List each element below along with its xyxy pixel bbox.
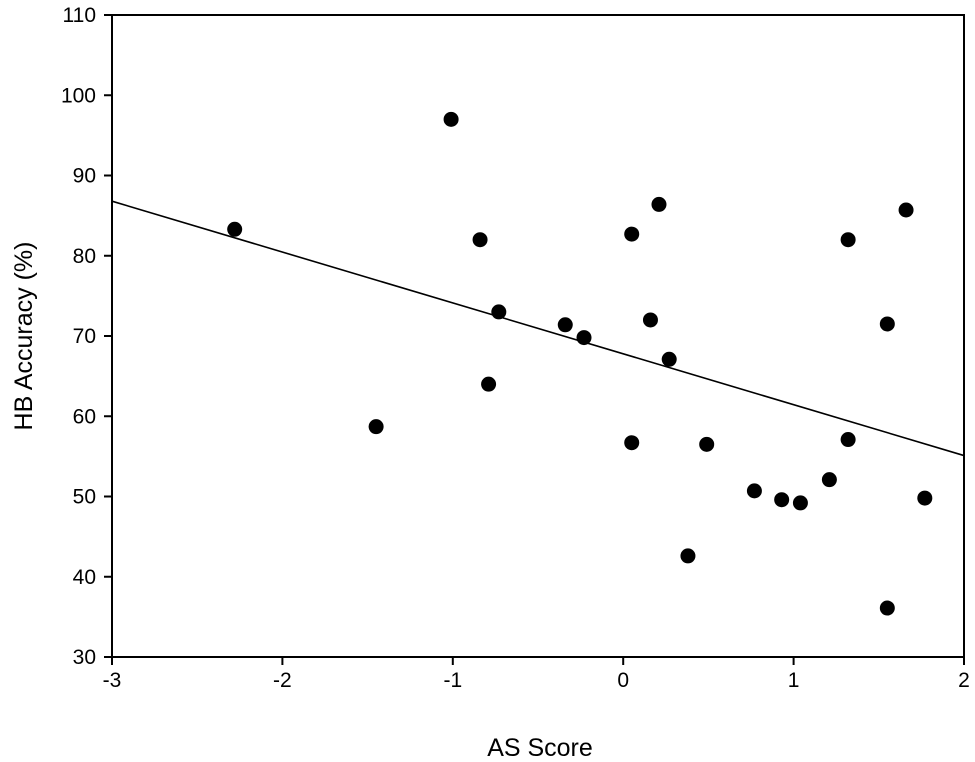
regression-line xyxy=(111,200,965,457)
x-axis-title: AS Score xyxy=(487,734,593,762)
y-tick-label: 110 xyxy=(63,4,96,27)
data-point xyxy=(576,330,592,346)
y-tick-label: 80 xyxy=(73,245,96,268)
y-axis: 30 40 50 60 70 80 90 100 110 xyxy=(61,4,112,669)
x-tick-label: 2 xyxy=(958,669,970,692)
plot-border xyxy=(111,14,965,658)
data-point xyxy=(624,226,640,242)
x-tick-label: 0 xyxy=(617,669,629,692)
data-point xyxy=(624,435,640,451)
x-tick-label: -3 xyxy=(103,669,122,692)
trendline-layer xyxy=(111,200,965,457)
data-point xyxy=(840,232,856,248)
data-points xyxy=(227,111,933,616)
y-tick-label: 30 xyxy=(73,646,96,669)
data-point xyxy=(481,376,497,392)
y-tick-label: 70 xyxy=(73,325,96,348)
data-point xyxy=(879,600,895,616)
data-point xyxy=(746,483,762,499)
data-point xyxy=(680,548,696,564)
data-point xyxy=(557,317,573,333)
data-point xyxy=(821,472,837,488)
y-tick-label: 90 xyxy=(73,165,96,188)
x-tick-label: 1 xyxy=(788,669,800,692)
x-tick-label: -2 xyxy=(273,669,292,692)
data-point xyxy=(472,232,488,248)
plot-frame xyxy=(111,14,965,658)
y-axis-title: HB Accuracy (%) xyxy=(10,242,38,431)
y-tick-label: 100 xyxy=(61,84,96,107)
x-axis: -3 -2 -1 0 1 2 xyxy=(103,657,970,692)
data-point xyxy=(651,196,667,212)
y-tick-label: 40 xyxy=(73,566,96,589)
data-point xyxy=(879,316,895,332)
data-point xyxy=(661,351,677,367)
data-point xyxy=(917,490,933,506)
data-point xyxy=(774,492,790,508)
data-point xyxy=(227,221,243,237)
y-tick-label: 60 xyxy=(73,405,96,428)
data-point xyxy=(642,312,658,328)
data-point xyxy=(491,304,507,320)
data-point xyxy=(792,495,808,511)
data-point xyxy=(898,202,914,218)
data-point xyxy=(443,111,459,127)
x-tick-label: -1 xyxy=(443,669,462,692)
data-point xyxy=(840,432,856,448)
y-tick-label: 50 xyxy=(73,486,96,509)
data-point xyxy=(699,436,715,452)
data-point xyxy=(368,419,384,435)
